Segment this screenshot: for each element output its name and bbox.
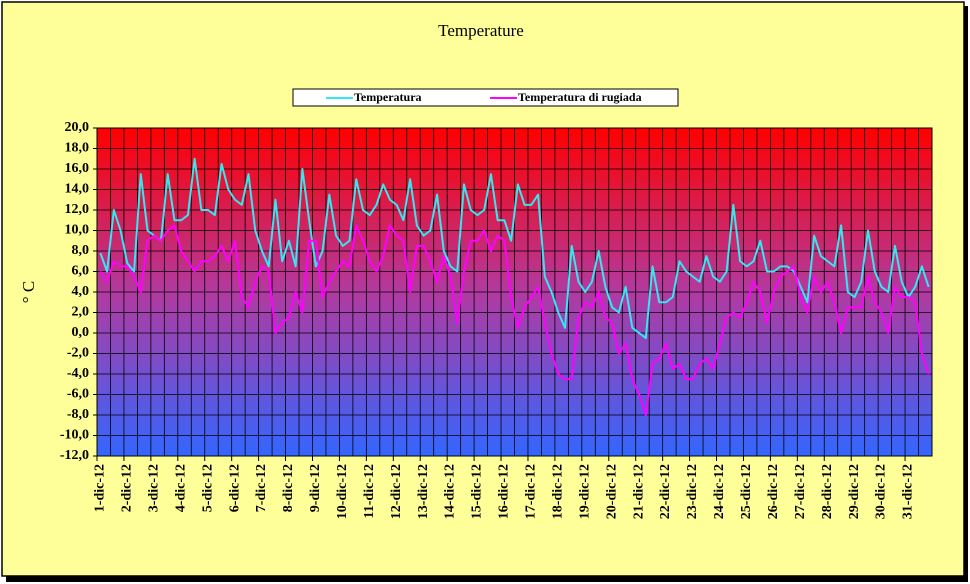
- x-tick-label: 1-dic-12: [93, 464, 108, 512]
- y-tick-label: -8,0: [67, 407, 89, 422]
- x-tick-label: 31-dic-12: [901, 464, 916, 519]
- y-tick-label: 0,0: [72, 325, 90, 340]
- x-tick-label: 6-dic-12: [227, 464, 242, 512]
- y-tick-label: 2,0: [72, 305, 90, 320]
- legend-label: Temperatura di rugiada: [518, 90, 642, 104]
- y-tick-label: 6,0: [72, 264, 90, 279]
- x-tick-label: 23-dic-12: [685, 464, 700, 519]
- x-tick-label: 2-dic-12: [120, 464, 135, 512]
- y-tick-label: 14,0: [65, 182, 90, 197]
- y-tick-label: 16,0: [65, 161, 90, 176]
- x-tick-label: 29-dic-12: [847, 464, 862, 519]
- y-tick-label: -2,0: [67, 346, 89, 361]
- x-tick-label: 19-dic-12: [577, 464, 592, 519]
- legend: [292, 88, 679, 107]
- x-tick-label: 8-dic-12: [281, 464, 296, 512]
- x-tick-label: 26-dic-12: [766, 464, 781, 519]
- y-tick-label: -12,0: [60, 448, 89, 463]
- x-tick-label: 28-dic-12: [820, 464, 835, 519]
- x-tick-label: 20-dic-12: [604, 464, 619, 519]
- y-tick-label: 4,0: [72, 284, 90, 299]
- x-tick-label: 11-dic-12: [362, 464, 377, 518]
- x-tick-label: 17-dic-12: [524, 464, 539, 519]
- x-tick-label: 13-dic-12: [416, 464, 431, 519]
- y-tick-label: 10,0: [65, 223, 90, 238]
- x-tick-label: 3-dic-12: [146, 464, 161, 512]
- x-tick-label: 12-dic-12: [389, 464, 404, 519]
- y-axis-label: ° C: [19, 281, 38, 303]
- x-tick-label: 9-dic-12: [308, 464, 323, 512]
- y-tick-label: -10,0: [60, 428, 89, 443]
- plot-border: [96, 127, 933, 457]
- x-tick-label: 14-dic-12: [443, 464, 458, 519]
- y-tick-label: 8,0: [72, 243, 90, 258]
- x-tick-label: 21-dic-12: [631, 464, 646, 519]
- y-tick-label: 20,0: [65, 120, 90, 135]
- chart-title: Temperature: [438, 21, 524, 40]
- x-tick-label: 18-dic-12: [550, 464, 565, 519]
- x-tick-label: 7-dic-12: [254, 464, 269, 512]
- x-tick-label: 27-dic-12: [793, 464, 808, 519]
- x-tick-label: 24-dic-12: [712, 464, 727, 519]
- y-tick-label: -6,0: [67, 387, 89, 402]
- x-tick-label: 25-dic-12: [739, 464, 754, 519]
- x-tick-label: 4-dic-12: [173, 464, 188, 512]
- x-tick-label: 30-dic-12: [874, 464, 889, 519]
- x-tick-label: 10-dic-12: [335, 464, 350, 519]
- x-tick-label: 22-dic-12: [658, 464, 673, 519]
- x-tick-label: 16-dic-12: [497, 464, 512, 519]
- legend-label: Temperatura: [354, 90, 422, 104]
- x-tick-label: 15-dic-12: [470, 464, 485, 519]
- series-line: [99, 224, 930, 416]
- y-tick-label: 12,0: [65, 202, 90, 217]
- x-tick-label: 5-dic-12: [200, 464, 215, 512]
- y-tick-label: -4,0: [67, 366, 89, 381]
- y-tick-label: 18,0: [65, 141, 90, 156]
